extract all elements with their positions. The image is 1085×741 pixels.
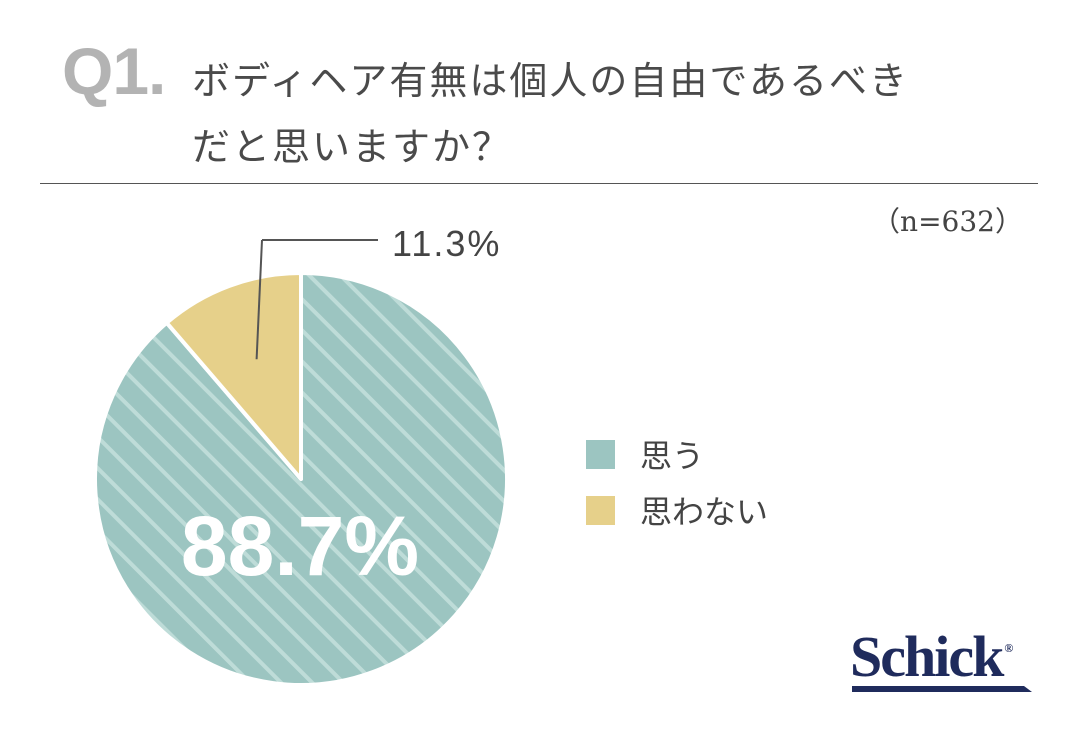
legend-swatch-yes [586,439,615,469]
slice-label-yes: 88.7% [181,499,419,593]
sample-size-label: （n=632） [872,205,1023,238]
legend-item-yes: 思う [586,434,768,475]
legend-label-yes: 思う [640,437,705,475]
label-leader-diagonal [255,239,263,360]
logo-registered-mark: ® [1004,641,1013,655]
pie-slices [93,271,509,687]
question-title: ボディヘア有無は個人の自由であるべき だと思いますか？ [192,48,1052,180]
logo-swoosh [852,686,1032,692]
pie-slice-no [164,271,303,481]
legend: 思う 思わない [586,434,768,546]
legend-label-no: 思わない [640,493,769,531]
legend-item-no: 思わない [586,490,769,531]
question-number: Q1. [62,34,166,108]
logo-wordmark: Schick [850,624,1004,689]
question-title-line-2: だと思いますか？ [192,125,513,169]
slice-label-no: 11.3% [392,223,501,264]
question-title-line-1: ボディヘア有無は個人の自由であるべき [192,59,909,103]
legend-swatch-no [586,495,615,525]
title-divider [40,183,1038,184]
schick-logo: Schick ® [850,628,1013,686]
